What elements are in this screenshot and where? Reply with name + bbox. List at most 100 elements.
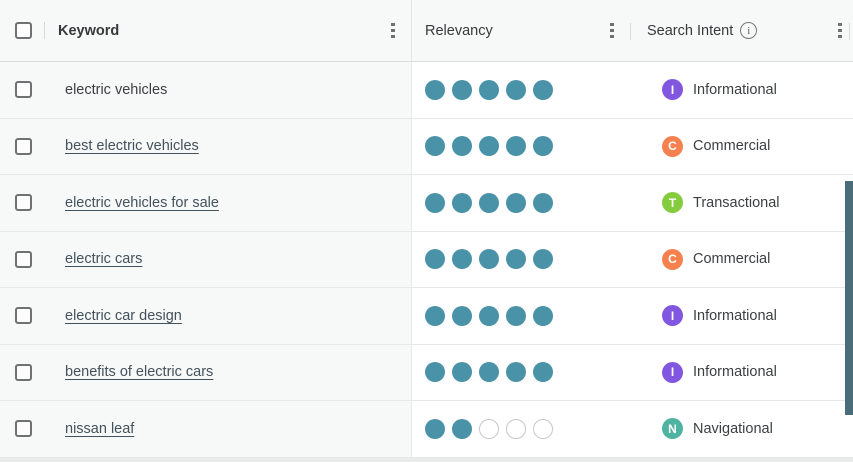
relevancy-dots bbox=[425, 192, 553, 213]
relevancy-dot-filled bbox=[533, 79, 553, 100]
keyword-cell: nissan leaf bbox=[0, 401, 412, 457]
intent-label: Commercial bbox=[693, 251, 771, 268]
search-intent-cell: C Commercial bbox=[630, 231, 853, 287]
keyword-link[interactable]: electric vehicles for sale bbox=[65, 194, 219, 211]
relevancy-cell bbox=[412, 118, 630, 174]
intent-label: Transactional bbox=[693, 194, 780, 211]
relevancy-dot-filled bbox=[452, 249, 472, 270]
intent-label: Informational bbox=[693, 307, 777, 324]
relevancy-dot-filled bbox=[479, 79, 499, 100]
search-intent-cell: I Informational bbox=[630, 344, 853, 400]
relevancy-dot-filled bbox=[452, 418, 472, 439]
relevancy-dot-filled bbox=[506, 192, 526, 213]
relevancy-dot-filled bbox=[425, 305, 445, 326]
relevancy-cell bbox=[412, 175, 630, 231]
column-resize-divider bbox=[44, 22, 45, 39]
keyword-link[interactable]: electric car design bbox=[65, 307, 182, 324]
relevancy-dot-filled bbox=[533, 305, 553, 326]
keyword-cell: electric car design bbox=[0, 288, 412, 344]
relevancy-column-header: Relevancy bbox=[412, 0, 630, 61]
relevancy-dot-filled bbox=[452, 192, 472, 213]
intent-badge-icon: I bbox=[662, 305, 683, 327]
select-all-checkbox[interactable] bbox=[15, 22, 32, 39]
vertical-scrollbar-thumb[interactable] bbox=[845, 181, 853, 415]
keyword-cell: best electric vehicles bbox=[0, 118, 412, 174]
relevancy-dot-filled bbox=[425, 249, 445, 270]
keyword-text: electric vehicles bbox=[65, 81, 168, 98]
keyword-link[interactable]: electric cars bbox=[65, 251, 143, 268]
keyword-link[interactable]: benefits of electric cars bbox=[65, 364, 214, 381]
row-checkbox[interactable] bbox=[15, 307, 32, 325]
relevancy-dot-empty bbox=[479, 418, 499, 439]
intent-label: Navigational bbox=[693, 420, 773, 437]
relevancy-column-menu-icon[interactable] bbox=[605, 22, 619, 39]
table-row: nissan leaf N Navigational bbox=[0, 401, 853, 458]
row-checkbox[interactable] bbox=[15, 250, 32, 268]
search-intent-column-menu-icon[interactable] bbox=[833, 22, 847, 39]
relevancy-dot-filled bbox=[533, 192, 553, 213]
relevancy-dots bbox=[425, 249, 553, 270]
intent-badge-icon: T bbox=[662, 192, 683, 214]
row-checkbox[interactable] bbox=[15, 137, 32, 155]
relevancy-dot-filled bbox=[452, 305, 472, 326]
table-row: best electric vehicles C Commercial bbox=[0, 118, 853, 175]
table-body: electric vehicles I Informational best e… bbox=[0, 62, 853, 458]
intent-badge-icon: C bbox=[662, 135, 683, 157]
row-checkbox[interactable] bbox=[15, 420, 32, 438]
relevancy-dot-filled bbox=[533, 249, 553, 270]
relevancy-dot-filled bbox=[452, 362, 472, 383]
keyword-link[interactable]: nissan leaf bbox=[65, 420, 135, 437]
intent-label: Informational bbox=[693, 364, 777, 381]
relevancy-cell bbox=[412, 62, 630, 118]
table-row: electric vehicles for sale T Transaction… bbox=[0, 175, 853, 232]
table-header: Keyword Relevancy Search Intent i bbox=[0, 0, 853, 62]
relevancy-dot-filled bbox=[506, 305, 526, 326]
search-intent-cell: N Navigational bbox=[630, 401, 853, 457]
search-intent-column-header: Search Intent i bbox=[630, 0, 853, 61]
keyword-cell: electric vehicles for sale bbox=[0, 175, 412, 231]
relevancy-dot-filled bbox=[479, 249, 499, 270]
relevancy-dot-filled bbox=[479, 136, 499, 157]
table-row: electric cars C Commercial bbox=[0, 231, 853, 288]
intent-label: Informational bbox=[693, 81, 777, 98]
row-checkbox[interactable] bbox=[15, 81, 32, 99]
column-resize-divider bbox=[849, 23, 850, 40]
table-row: electric vehicles I Informational bbox=[0, 62, 853, 119]
row-checkbox[interactable] bbox=[15, 194, 32, 212]
relevancy-dot-filled bbox=[533, 136, 553, 157]
relevancy-dot-filled bbox=[506, 136, 526, 157]
relevancy-dots bbox=[425, 79, 553, 100]
relevancy-dot-filled bbox=[425, 192, 445, 213]
relevancy-cell bbox=[412, 231, 630, 287]
relevancy-dot-filled bbox=[425, 136, 445, 157]
relevancy-cell bbox=[412, 344, 630, 400]
table-row: benefits of electric cars I Informationa… bbox=[0, 344, 853, 401]
keyword-cell: electric cars bbox=[0, 231, 412, 287]
keyword-column-label: Keyword bbox=[58, 22, 120, 39]
relevancy-dot-filled bbox=[425, 79, 445, 100]
row-checkbox[interactable] bbox=[15, 363, 32, 381]
relevancy-cell bbox=[412, 288, 630, 344]
column-resize-divider bbox=[630, 23, 631, 40]
info-icon[interactable]: i bbox=[740, 22, 758, 39]
relevancy-dot-empty bbox=[533, 418, 553, 439]
search-intent-cell: I Informational bbox=[630, 62, 853, 118]
relevancy-column-label: Relevancy bbox=[425, 22, 493, 39]
relevancy-dot-filled bbox=[506, 362, 526, 383]
relevancy-dot-filled bbox=[506, 79, 526, 100]
relevancy-dot-filled bbox=[452, 136, 472, 157]
keyword-link[interactable]: best electric vehicles bbox=[65, 138, 199, 155]
relevancy-dot-filled bbox=[425, 418, 445, 439]
relevancy-cell bbox=[412, 401, 630, 457]
table-row: electric car design I Informational bbox=[0, 288, 853, 345]
keyword-column-menu-icon[interactable] bbox=[386, 22, 400, 39]
relevancy-dot-empty bbox=[506, 418, 526, 439]
relevancy-dots bbox=[425, 305, 553, 326]
relevancy-dot-filled bbox=[479, 305, 499, 326]
search-intent-cell: T Transactional bbox=[630, 175, 853, 231]
relevancy-dot-filled bbox=[506, 249, 526, 270]
intent-badge-icon: C bbox=[662, 248, 683, 270]
relevancy-dot-filled bbox=[533, 362, 553, 383]
search-intent-column-label: Search Intent bbox=[647, 22, 734, 39]
relevancy-dots bbox=[425, 136, 553, 157]
